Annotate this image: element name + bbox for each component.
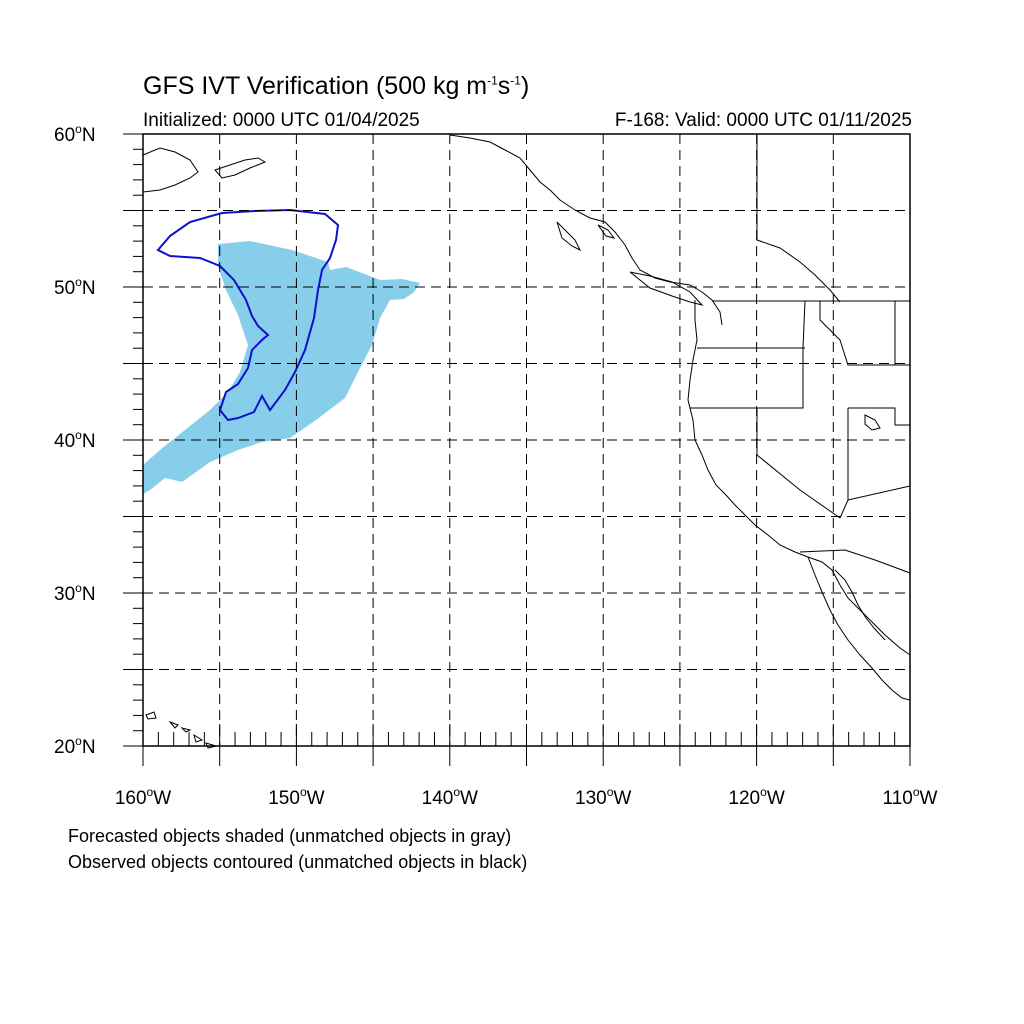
- lon-label: 140oW: [422, 785, 478, 809]
- latitude-labels: 60oN 50oN 40oN 30oN 20oN: [54, 122, 96, 758]
- footer-note-observed: Observed objects contoured (unmatched ob…: [68, 852, 528, 872]
- state-borders: [690, 300, 911, 519]
- lon-label: 120oW: [728, 785, 784, 809]
- lon-label: 110oW: [883, 785, 938, 809]
- lat-label: 40oN: [54, 428, 96, 452]
- map-frame: [142, 133, 911, 747]
- lon-label: 130oW: [575, 785, 631, 809]
- coastline-hawaii: [145, 711, 218, 749]
- coastline-baja: [807, 556, 911, 701]
- axis-ticks: [123, 133, 911, 766]
- coastline-us-west: [687, 300, 911, 656]
- valid-time: F-168: Valid: 0000 UTC 01/11/2025: [614, 110, 912, 131]
- observed-contour: [156, 208, 340, 422]
- map-title: GFS IVT Verification (500 kg m-1s-1): [143, 72, 530, 100]
- lon-label: 160oW: [115, 785, 171, 809]
- lon-label: 150oW: [268, 785, 324, 809]
- forecast-object: [143, 241, 420, 494]
- lat-label: 50oN: [54, 275, 96, 299]
- initialized-time: Initialized: 0000 UTC 01/04/2025: [143, 110, 420, 131]
- lat-label: 60oN: [54, 122, 96, 146]
- lat-label: 30oN: [54, 581, 96, 605]
- lake-outline: [864, 414, 881, 431]
- footer-note-forecast: Forecasted objects shaded (unmatched obj…: [68, 826, 512, 846]
- national-borders: [712, 134, 911, 574]
- gridlines: [143, 134, 910, 746]
- longitude-labels: 160oW 150oW 140oW 130oW 120oW 110oW: [115, 785, 938, 809]
- lat-label: 20oN: [54, 734, 96, 758]
